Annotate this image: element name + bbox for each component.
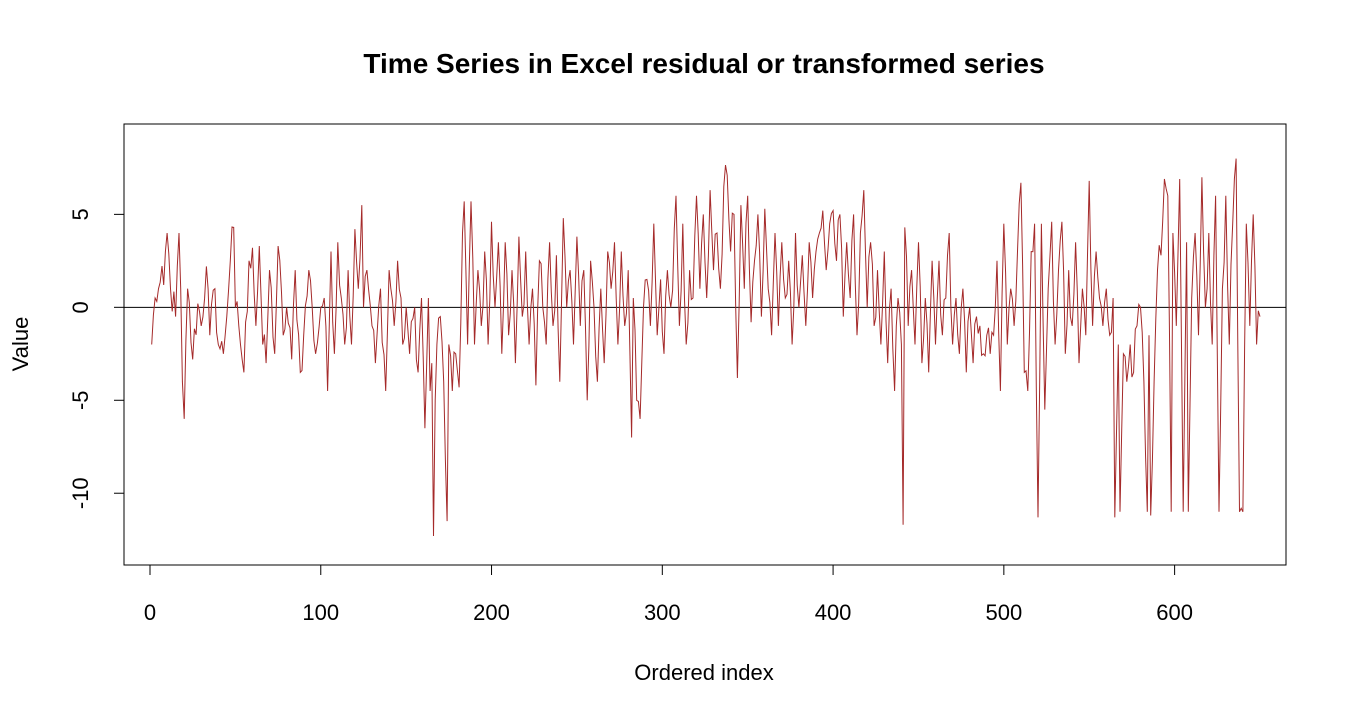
x-tick-label: 500 — [985, 600, 1022, 625]
x-axis-label: Ordered index — [634, 660, 773, 685]
y-axis: -10 -5 0 5 — [68, 208, 125, 509]
y-tick-label: -5 — [68, 390, 93, 410]
series-line — [151, 158, 1261, 537]
chart-title: Time Series in Excel residual or transfo… — [363, 48, 1044, 79]
x-tick-label: 100 — [302, 600, 339, 625]
x-tick-label: 300 — [644, 600, 681, 625]
x-tick-label: 400 — [815, 600, 852, 625]
x-tick-label: 200 — [473, 600, 510, 625]
y-axis-label: Value — [8, 317, 33, 372]
y-tick-label: 0 — [68, 301, 93, 313]
y-tick-label: -10 — [68, 477, 93, 509]
x-axis: 0 100 200 300 400 500 600 — [144, 564, 1193, 625]
x-tick-label: 600 — [1156, 600, 1193, 625]
x-tick-label: 0 — [144, 600, 156, 625]
plot-frame — [123, 123, 1287, 566]
y-tick-label: 5 — [68, 208, 93, 220]
